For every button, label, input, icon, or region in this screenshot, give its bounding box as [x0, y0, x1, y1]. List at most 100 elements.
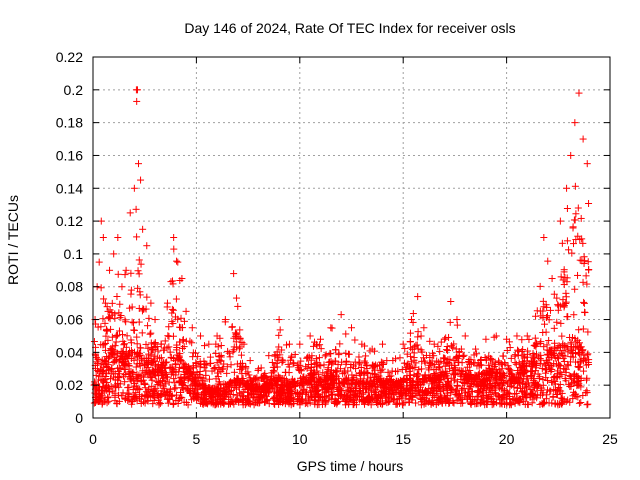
data-point	[133, 333, 141, 341]
data-point	[446, 318, 454, 326]
data-point	[580, 299, 588, 307]
data-point	[180, 317, 188, 325]
data-point	[360, 357, 368, 365]
data-points	[90, 86, 593, 409]
data-point	[583, 280, 591, 288]
chart-title: Day 146 of 2024, Rate Of TEC Index for r…	[184, 20, 515, 36]
data-point	[528, 399, 536, 407]
data-point	[114, 270, 122, 278]
data-point	[135, 256, 143, 264]
data-point	[451, 390, 459, 398]
data-point	[499, 385, 507, 393]
data-point	[460, 351, 468, 359]
data-point	[303, 364, 311, 372]
data-point	[169, 277, 177, 285]
data-point	[145, 314, 153, 322]
data-point	[278, 346, 286, 354]
data-point	[136, 291, 144, 299]
data-point	[580, 253, 588, 261]
data-point	[582, 272, 590, 280]
data-point	[540, 343, 548, 351]
data-point	[512, 389, 520, 397]
data-point	[128, 318, 136, 326]
data-point	[278, 358, 286, 366]
data-point	[426, 337, 434, 345]
data-point	[362, 361, 370, 369]
data-point	[322, 351, 330, 359]
data-point	[557, 319, 565, 327]
data-point	[351, 336, 359, 344]
data-point	[401, 345, 409, 353]
data-point	[544, 257, 552, 265]
data-point	[443, 343, 451, 351]
data-point	[486, 384, 494, 392]
data-point	[232, 338, 240, 346]
data-point	[172, 391, 180, 399]
data-point	[379, 359, 387, 367]
data-point	[412, 399, 420, 407]
data-point	[165, 323, 173, 331]
data-point	[225, 349, 233, 357]
data-point	[137, 260, 145, 268]
data-point	[342, 357, 350, 365]
data-point	[92, 371, 100, 379]
data-point	[524, 379, 532, 387]
data-point	[491, 360, 499, 368]
data-point	[180, 398, 188, 406]
data-point	[132, 205, 140, 213]
data-point	[135, 318, 143, 326]
data-point	[215, 363, 223, 371]
data-point	[281, 368, 289, 376]
data-point	[132, 363, 140, 371]
data-point	[580, 367, 588, 375]
data-point	[127, 269, 135, 277]
data-point	[414, 328, 422, 336]
data-point	[168, 309, 176, 317]
data-point	[227, 361, 235, 369]
data-point	[143, 293, 151, 301]
data-point	[441, 355, 449, 363]
data-point	[201, 342, 209, 350]
data-point	[133, 340, 141, 348]
data-point	[571, 285, 579, 293]
data-point	[179, 336, 187, 344]
data-point	[327, 395, 335, 403]
data-point	[470, 351, 478, 359]
data-point	[177, 388, 185, 396]
data-point	[186, 337, 194, 345]
data-point	[564, 362, 572, 370]
data-point	[539, 329, 547, 337]
data-point	[170, 375, 178, 383]
grid	[93, 57, 610, 418]
data-point	[571, 182, 579, 190]
data-point	[584, 400, 592, 408]
data-point	[392, 400, 400, 408]
data-point	[168, 305, 176, 313]
data-point	[584, 328, 592, 336]
data-point	[568, 249, 576, 257]
data-point	[332, 346, 340, 354]
data-point	[223, 363, 231, 371]
data-point	[548, 378, 556, 386]
data-point	[291, 350, 299, 358]
data-point	[103, 303, 111, 311]
data-point	[206, 353, 214, 361]
data-point	[108, 299, 116, 307]
data-point	[193, 369, 201, 377]
data-point	[436, 347, 444, 355]
data-point	[144, 344, 152, 352]
data-point	[459, 353, 467, 361]
data-point	[583, 401, 591, 409]
data-point	[437, 338, 445, 346]
data-point	[238, 370, 246, 378]
data-point	[525, 335, 533, 343]
data-point	[363, 362, 371, 370]
data-point	[485, 361, 493, 369]
data-point	[189, 353, 197, 361]
data-point	[553, 294, 561, 302]
data-point	[383, 357, 391, 365]
data-point	[217, 342, 225, 350]
data-point	[585, 199, 593, 207]
